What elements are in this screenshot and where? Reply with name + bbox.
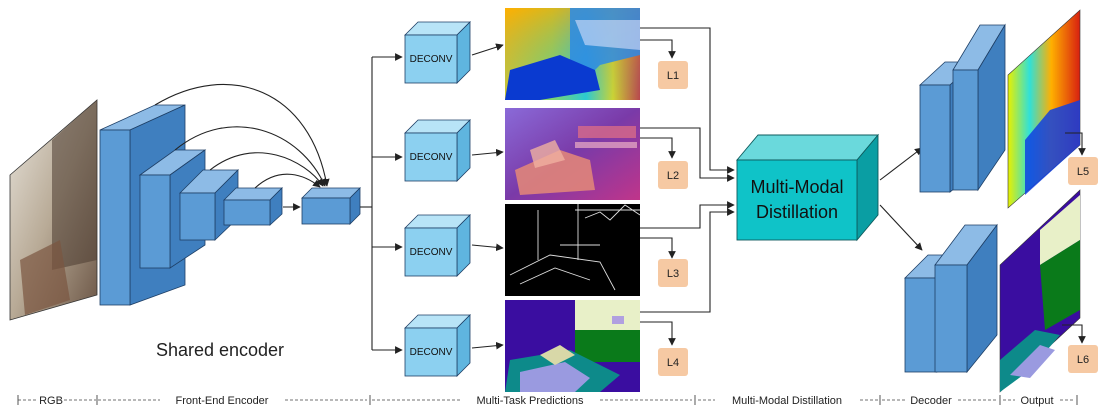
skip-connections [154, 83, 330, 189]
stage-label-multi-modal-distillation: Multi-Modal Distillation [732, 395, 842, 407]
stage-label-output: Output [1020, 395, 1053, 407]
loss-label-l5: L5 [1077, 166, 1089, 178]
distillation-label-line1: Multi-Modal [750, 177, 843, 197]
deconv-label-2: DECONV [410, 152, 453, 163]
loss-label-l6: L6 [1077, 354, 1089, 366]
decoder-2 [904, 223, 998, 374]
loss-label-l4: L4 [667, 357, 679, 369]
loss-box-l1: L1 [658, 61, 688, 89]
encoder-block-4 [223, 187, 283, 226]
decoder-2-output-segmentation [999, 189, 1081, 393]
distillation-to-decoder-arrows [879, 147, 923, 251]
loss-label-l3: L3 [667, 268, 679, 280]
stage-timeline: RGB Front-End Encoder Multi-Task Predict… [17, 395, 1078, 407]
output-loss-arrows [1062, 132, 1086, 344]
loss-box-l5: L5 [1068, 157, 1098, 185]
shared-encoder-label: Shared encoder [156, 340, 284, 360]
loss-label-l2: L2 [667, 170, 679, 182]
distillation-label-line2: Distillation [756, 202, 838, 222]
loss-box-l3: L3 [658, 259, 688, 287]
deconv-label-3: DECONV [410, 247, 453, 258]
loss-box-l2: L2 [658, 161, 688, 189]
decoder-1-output-depth [1007, 9, 1081, 209]
encoder-bottleneck [301, 187, 361, 225]
stage-label-decoder: Decoder [910, 395, 952, 407]
stage-label-front-end-encoder: Front-End Encoder [176, 395, 269, 407]
prediction-to-distillation-arrows [640, 27, 735, 313]
loss-box-l6: L6 [1068, 345, 1098, 373]
deconv-label-4: DECONV [410, 347, 453, 358]
rgb-input-image [9, 99, 98, 321]
prediction-normals-map [505, 108, 640, 200]
deconv-block-1: DECONV [404, 21, 471, 84]
loss-box-l4: L4 [658, 348, 688, 376]
prediction-depth-map [505, 8, 640, 100]
prediction-edges-map [505, 204, 641, 296]
deconv-to-prediction-arrows [471, 43, 504, 350]
encoder-block-3 [179, 169, 239, 241]
deconv-block-3: DECONV [404, 214, 471, 277]
branch-lines [360, 53, 403, 354]
decoder-1 [918, 23, 1006, 193]
loss-label-l1: L1 [667, 70, 679, 82]
deconv-block-4: DECONV [404, 314, 471, 377]
deconv-label-1: DECONV [410, 54, 453, 65]
multi-modal-distillation-block: Multi-Modal Distillation [736, 133, 879, 242]
prediction-segmentation-map [505, 300, 640, 392]
stage-label-rgb: RGB [39, 395, 63, 407]
stage-label-multi-task-predictions: Multi-Task Predictions [477, 395, 584, 407]
prediction-loss-arrows [640, 39, 676, 346]
deconv-block-2: DECONV [404, 119, 471, 182]
